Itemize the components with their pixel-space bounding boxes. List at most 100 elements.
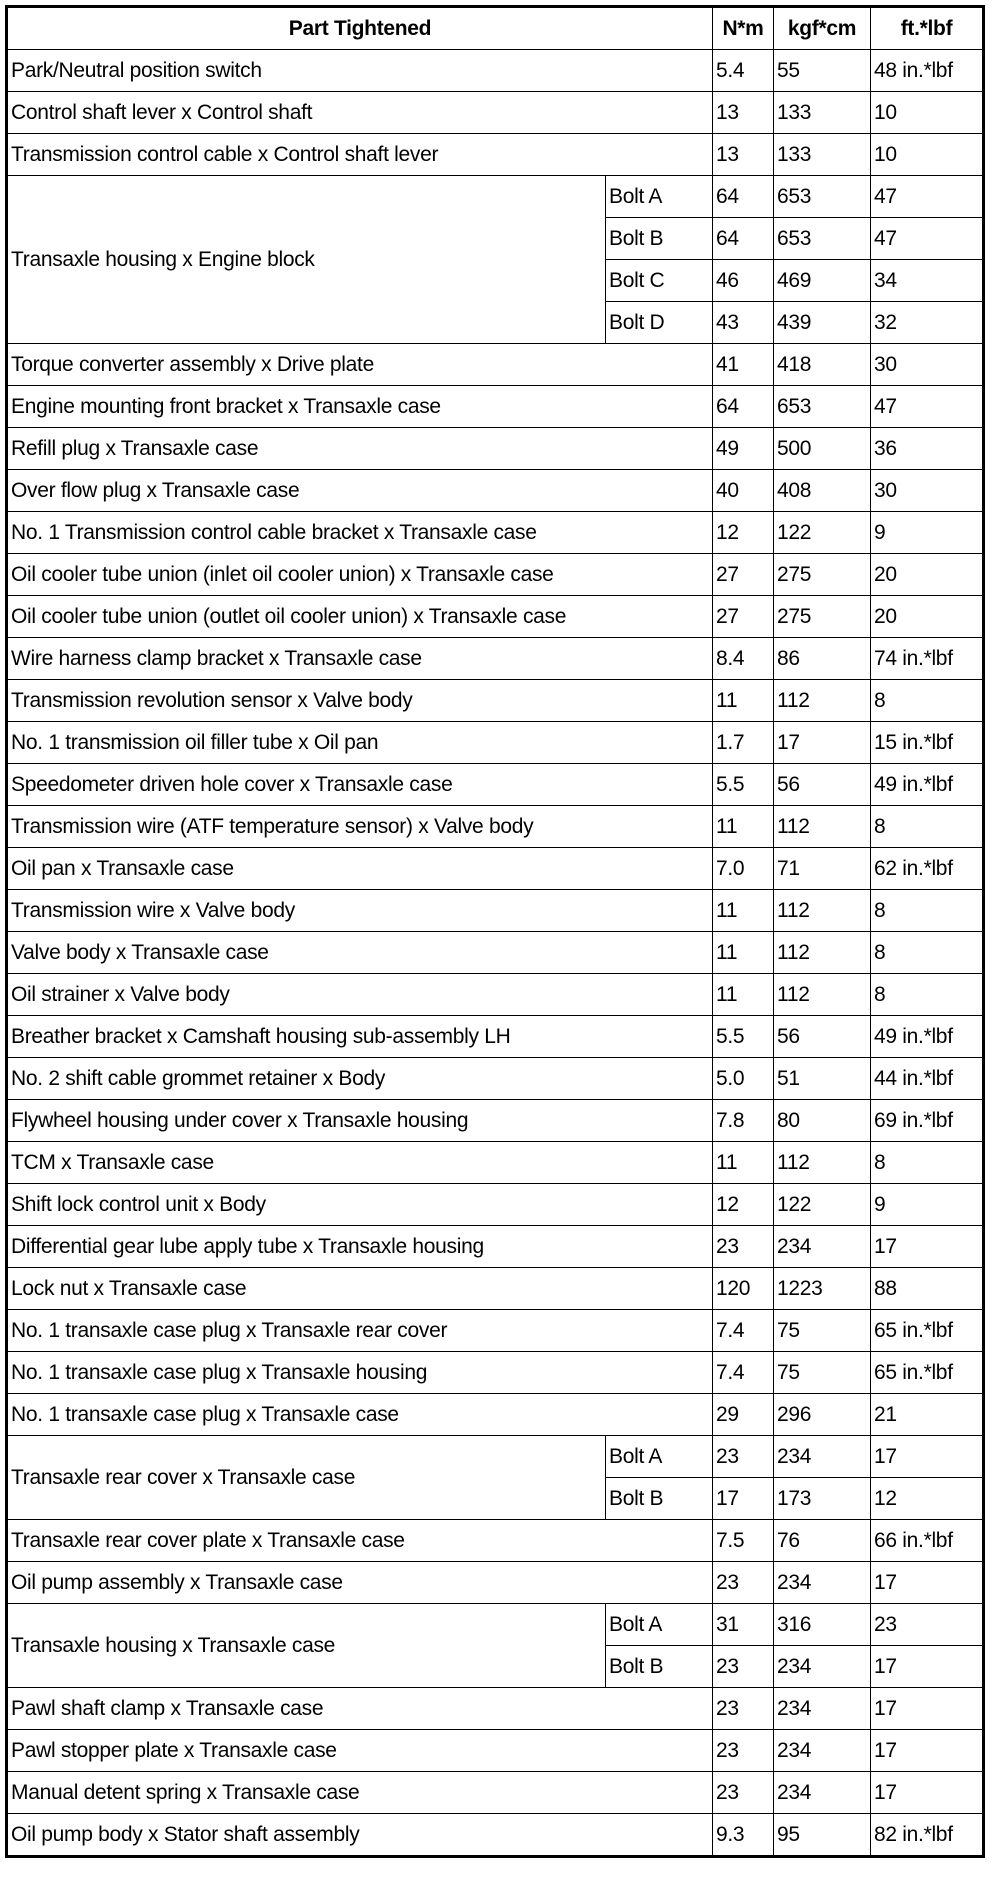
part-name: No. 1 transaxle case plug x Transaxle ho… [6,1351,713,1394]
torque-kgf-cm: 408 [773,469,871,512]
part-name: Pawl shaft clamp x Transaxle case [6,1687,713,1730]
torque-kgf-cm: 112 [773,679,871,722]
bolt-label: Bolt D [605,301,713,344]
torque-nm: 5.5 [712,763,774,806]
bolt-label: Bolt B [605,1645,713,1688]
table-row: Oil cooler tube union (inlet oil cooler … [6,553,984,596]
part-name: Oil pump body x Stator shaft assembly [6,1813,713,1857]
part-name: No. 2 shift cable grommet retainer x Bod… [6,1057,713,1100]
torque-kgf-cm: 653 [773,385,871,428]
table-row: Lock nut x Transaxle case 120 1223 88 [6,1267,984,1310]
torque-ft-lbf: 34 [870,259,984,302]
torque-kgf-cm: 173 [773,1477,871,1520]
part-name: Transmission control cable x Control sha… [6,133,713,176]
part-name: No. 1 transaxle case plug x Transaxle ca… [6,1393,713,1436]
torque-nm: 1.7 [712,721,774,764]
torque-nm: 13 [712,133,774,176]
torque-kgf-cm: 86 [773,637,871,680]
torque-nm: 64 [712,217,774,260]
torque-kgf-cm: 80 [773,1099,871,1142]
torque-kgf-cm: 316 [773,1603,871,1646]
torque-kgf-cm: 71 [773,847,871,890]
torque-nm: 17 [712,1477,774,1520]
torque-nm: 9.3 [712,1813,774,1857]
torque-nm: 23 [712,1561,774,1604]
bolt-label: Bolt B [605,1477,713,1520]
torque-nm: 23 [712,1729,774,1772]
part-name: Transaxle housing x Transaxle case [6,1603,606,1688]
header-nm: N*m [712,6,774,50]
torque-nm: 8.4 [712,637,774,680]
part-name: Speedometer driven hole cover x Transaxl… [6,763,713,806]
part-name: Oil cooler tube union (outlet oil cooler… [6,595,713,638]
torque-nm: 7.5 [712,1519,774,1562]
table-row: Transaxle housing x Engine block Bolt A 64… [6,175,984,344]
table-row: No. 1 transaxle case plug x Transaxle re… [6,1309,984,1352]
torque-ft-lbf: 12 [870,1477,984,1520]
torque-ft-lbf: 17 [870,1729,984,1772]
torque-ft-lbf: 30 [870,469,984,512]
part-name: Transmission revolution sensor x Valve b… [6,679,713,722]
torque-kgf-cm: 51 [773,1057,871,1100]
torque-ft-lbf: 74 in.*lbf [870,637,984,680]
bolt-label: Bolt C [605,259,713,302]
part-name: Differential gear lube apply tube x Tran… [6,1225,713,1268]
torque-ft-lbf: 17 [870,1645,984,1688]
torque-nm: 27 [712,595,774,638]
torque-ft-lbf: 36 [870,427,984,470]
header-kgf-cm: kgf*cm [773,6,871,50]
table-row: No. 1 Transmission control cable bracket… [6,511,984,554]
torque-nm: 23 [712,1687,774,1730]
torque-nm: 11 [712,1141,774,1184]
part-name: Control shaft lever x Control shaft [6,91,713,134]
table-row: Breather bracket x Camshaft housing sub-… [6,1015,984,1058]
torque-kgf-cm: 112 [773,931,871,974]
part-name: Manual detent spring x Transaxle case [6,1771,713,1814]
table-row: Bolt B 23 234 17 [7,1645,984,1688]
torque-nm: 29 [712,1393,774,1436]
torque-nm: 46 [712,259,774,302]
part-name: Oil strainer x Valve body [6,973,713,1016]
part-name: Engine mounting front bracket x Transaxl… [6,385,713,428]
torque-ft-lbf: 65 in.*lbf [870,1351,984,1394]
torque-nm: 40 [712,469,774,512]
table-row: Valve body x Transaxle case 11 112 8 [6,931,984,974]
torque-ft-lbf: 8 [870,805,984,848]
torque-nm: 11 [712,973,774,1016]
torque-ft-lbf: 23 [870,1603,984,1646]
torque-ft-lbf: 49 in.*lbf [870,1015,984,1058]
part-name: Oil cooler tube union (inlet oil cooler … [6,553,713,596]
torque-kgf-cm: 133 [773,91,871,134]
torque-nm: 64 [712,175,774,218]
torque-ft-lbf: 65 in.*lbf [870,1309,984,1352]
torque-ft-lbf: 8 [870,679,984,722]
torque-kgf-cm: 234 [773,1729,871,1772]
part-name: Transmission wire x Valve body [6,889,713,932]
torque-nm: 49 [712,427,774,470]
torque-nm: 11 [712,931,774,974]
torque-ft-lbf: 47 [870,175,984,218]
torque-kgf-cm: 75 [773,1351,871,1394]
torque-nm: 12 [712,511,774,554]
torque-kgf-cm: 55 [773,49,871,92]
torque-ft-lbf: 17 [870,1771,984,1814]
table-row: Bolt D 43 439 32 [7,301,984,344]
part-name: Oil pump assembly x Transaxle case [6,1561,713,1604]
table-row: Bolt B 17 173 12 [7,1477,984,1520]
bolt-label: Bolt A [605,175,713,218]
part-name: Torque converter assembly x Drive plate [6,343,713,386]
table-row: Over flow plug x Transaxle case 40 408 30 [6,469,984,512]
table-row: No. 1 transaxle case plug x Transaxle ca… [6,1393,984,1436]
torque-ft-lbf: 9 [870,511,984,554]
torque-ft-lbf: 69 in.*lbf [870,1099,984,1142]
torque-nm: 7.8 [712,1099,774,1142]
torque-ft-lbf: 15 in.*lbf [870,721,984,764]
torque-ft-lbf: 17 [870,1225,984,1268]
torque-ft-lbf: 20 [870,595,984,638]
table-row: Oil strainer x Valve body 11 112 8 [6,973,984,1016]
torque-ft-lbf: 17 [870,1435,984,1478]
torque-nm: 23 [712,1771,774,1814]
torque-nm: 23 [712,1225,774,1268]
torque-kgf-cm: 296 [773,1393,871,1436]
header-ft-lbf: ft.*lbf [870,6,984,50]
